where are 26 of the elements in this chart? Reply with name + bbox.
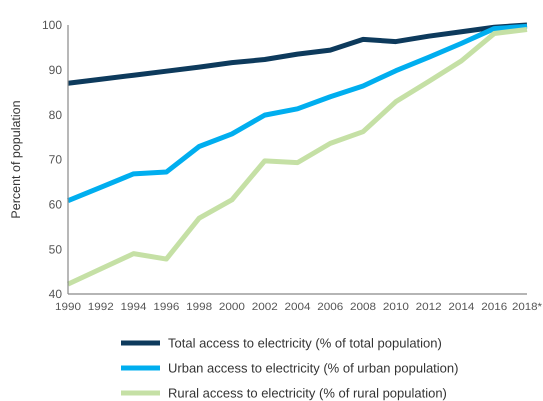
x-tick-label: 2004 [284, 301, 311, 313]
x-tick-label: 2002 [252, 301, 278, 313]
x-tick-label: 1994 [120, 301, 147, 313]
y-tick-label: 40 [48, 287, 62, 302]
x-tick-label: 2000 [218, 301, 246, 313]
x-tick-label: 2018* [512, 301, 542, 313]
legend-label: Total access to electricity (% of total population) [168, 336, 442, 351]
x-tick-label: 1996 [153, 301, 180, 313]
legend-label: Urban access to electricity (% of urban population) [168, 360, 458, 376]
y-tick-label: 90 [48, 63, 62, 78]
y-axis-title: Percent of population [9, 100, 23, 219]
legend-label: Rural access to electricity (% of rural population) [168, 386, 447, 401]
y-tick-label: 80 [48, 108, 62, 122]
y-tick-label: 50 [48, 242, 62, 256]
x-tick-label: 1992 [88, 301, 114, 313]
x-tick-label: 2006 [317, 301, 344, 313]
x-tick-label: 2012 [416, 301, 442, 313]
x-tick-label: 1998 [186, 301, 212, 313]
y-tick-label: 70 [48, 152, 62, 167]
y-tick-label: 60 [48, 198, 62, 212]
x-tick-label: 2016 [481, 301, 508, 313]
x-tick-label: 2010 [382, 301, 410, 313]
x-tick-label: 1990 [55, 301, 82, 313]
y-tick-label: 100 [42, 18, 62, 32]
x-tick-label: 2014 [448, 301, 475, 313]
x-tick-label: 2008 [350, 301, 376, 313]
